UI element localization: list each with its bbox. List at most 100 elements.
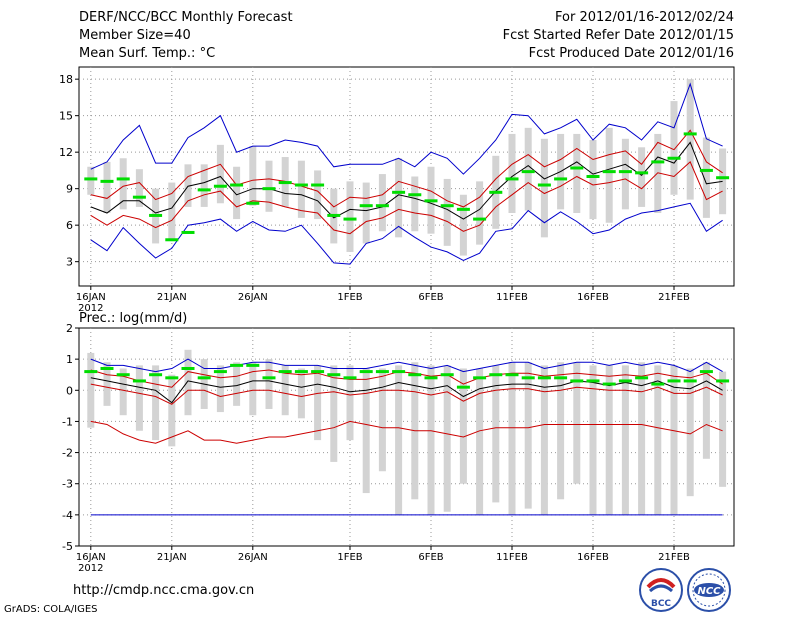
x-tick-sublabel: 2012: [78, 563, 103, 574]
ensemble-range-bar: [492, 365, 500, 503]
ensemble-range-bar: [184, 164, 192, 207]
ensemble-range-bar: [233, 166, 241, 220]
median-marker: [84, 177, 98, 181]
ensemble-range-bar: [508, 362, 516, 515]
median-marker: [132, 379, 146, 383]
variable-label: Mean Surf. Temp.: °C: [79, 46, 216, 61]
x-tick-label: 6FEB: [418, 292, 443, 303]
median-marker: [213, 184, 227, 188]
median-marker: [570, 166, 584, 170]
x-tick-label: 16FEB: [577, 292, 609, 303]
start-date: Fcst Started Refer Date 2012/01/15: [502, 28, 734, 43]
ensemble-range-bar: [330, 365, 338, 462]
median-marker: [84, 370, 98, 374]
ensemble-range-bar: [638, 147, 646, 207]
ensemble-range-bar: [459, 368, 467, 484]
median-marker: [618, 170, 632, 174]
ensemble-range-bar: [265, 160, 273, 212]
median-marker: [683, 132, 697, 136]
ensemble-range-bar: [719, 148, 727, 215]
median-marker: [586, 379, 600, 383]
ncc-logo: NCC: [686, 567, 732, 613]
ensemble-range-bar: [573, 133, 581, 213]
grads-credit: GrADS: COLA/IGES: [4, 604, 98, 615]
chart-title: DERF/NCC/BCC Monthly Forecast: [79, 10, 293, 25]
median-marker: [699, 370, 713, 374]
svg-text:NCC: NCC: [697, 586, 721, 597]
y-tick-label: 2: [66, 322, 73, 335]
ensemble-range-bar: [395, 365, 403, 515]
ensemble-range-bar: [411, 176, 419, 232]
ensemble-range-bar: [119, 368, 127, 416]
ensemble-range-bar: [314, 170, 322, 220]
ensemble-range-bar: [395, 158, 403, 238]
ensemble-range-bar: [135, 169, 143, 207]
median-marker: [635, 171, 649, 175]
ensemble-range-bar: [508, 133, 516, 213]
produced-date: Fcst Produced Date 2012/01/16: [528, 46, 734, 61]
median-marker: [456, 385, 470, 389]
median-marker: [181, 230, 195, 234]
y-tick-label: -1: [62, 415, 73, 428]
ensemble-range-bar: [638, 362, 646, 515]
ensemble-range-bar: [378, 174, 386, 232]
median-marker: [181, 366, 195, 370]
x-tick-label: 1FEB: [337, 552, 362, 563]
ensemble-range-bar: [378, 368, 386, 472]
ensemble-range-bar: [443, 178, 451, 246]
median-marker: [667, 379, 681, 383]
median-marker: [343, 217, 357, 221]
median-marker: [392, 190, 406, 194]
median-marker: [521, 376, 535, 380]
ensemble-range-bar: [476, 368, 484, 515]
ensemble-range-bar: [589, 365, 597, 515]
series-line-mean_minus_spread: [90, 161, 723, 235]
x-tick-label: 16JAN: [76, 292, 106, 303]
median-marker: [100, 366, 114, 370]
ensemble-range-bar: [168, 374, 176, 447]
ensemble-range-bar: [524, 127, 532, 211]
ensemble-range-bar: [297, 160, 305, 218]
median-marker: [327, 373, 341, 377]
median-marker: [197, 376, 211, 380]
median-marker: [667, 156, 681, 160]
x-tick-label: 16FEB: [577, 552, 609, 563]
ensemble-range-bar: [281, 365, 289, 416]
ensemble-range-bar: [670, 365, 678, 515]
median-marker: [489, 190, 503, 194]
series-line-maximum: [90, 82, 723, 175]
ensemble-range-bar: [200, 164, 208, 207]
median-marker: [586, 175, 600, 178]
median-marker: [149, 213, 163, 217]
ensemble-range-bar: [540, 138, 548, 238]
y-tick-label: 0: [66, 384, 73, 397]
series-line-mean_plus_spread: [90, 369, 723, 388]
median-marker: [554, 177, 568, 181]
series-line-ensemble_mean: [90, 141, 723, 220]
median-marker: [716, 176, 730, 180]
bcc-logo: BCC: [638, 567, 684, 613]
y-tick-label: 1: [66, 353, 73, 366]
median-marker: [359, 370, 373, 374]
ensemble-range-bar: [103, 362, 111, 406]
median-marker: [537, 183, 551, 187]
median-marker: [246, 201, 260, 205]
ensemble-range-bar: [589, 140, 597, 220]
ensemble-range-bar: [524, 362, 532, 509]
median-marker: [554, 376, 568, 380]
ensemble-range-bar: [216, 144, 224, 204]
footer-url[interactable]: http://cmdp.ncc.cma.gov.cn: [73, 583, 255, 598]
median-marker: [359, 204, 373, 208]
series-line-mean_minus_spread: [90, 383, 723, 405]
median-marker: [294, 370, 308, 374]
series-line-minimum: [90, 202, 723, 265]
x-tick-sublabel: 2012: [78, 303, 103, 314]
ensemble-range-bar: [621, 365, 629, 515]
x-tick-label: 1FEB: [337, 292, 362, 303]
median-marker: [278, 370, 292, 374]
median-marker: [537, 376, 551, 380]
ensemble-range-bar: [670, 101, 678, 195]
x-tick-label: 26JAN: [238, 552, 268, 563]
median-marker: [473, 376, 487, 380]
